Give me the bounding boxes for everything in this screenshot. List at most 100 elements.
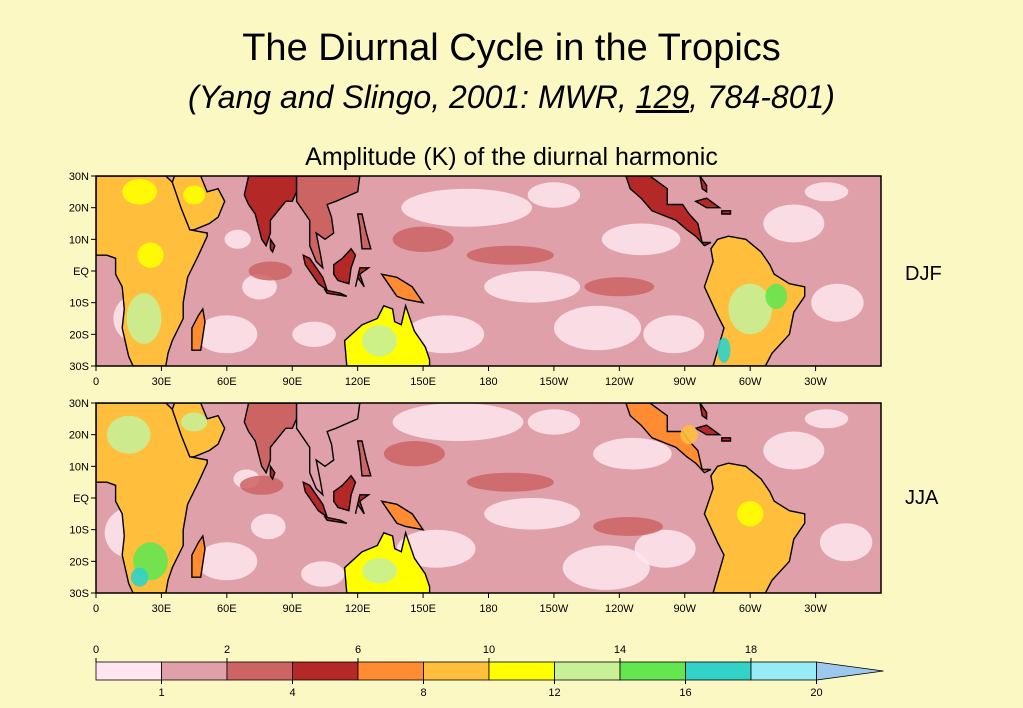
land-sulawesi: [354, 267, 371, 288]
lon-tick-label: 90W: [673, 376, 696, 388]
lat-tick-label: 10S: [69, 525, 89, 537]
amplitude-patch: [527, 182, 581, 208]
amplitude-patch: [601, 223, 681, 256]
colorbar-box: [95, 661, 162, 681]
colorbar-bottom-label: 16: [679, 687, 691, 699]
amplitude-hotspot: [137, 242, 164, 268]
lon-tick-label: 180: [479, 603, 497, 615]
amplitude-patch: [643, 315, 705, 354]
colorbar-box: [161, 661, 228, 681]
amplitude-hotspot: [362, 324, 397, 357]
lon-tick-label: 150E: [410, 376, 436, 388]
amplitude-patch: [804, 409, 849, 429]
lon-tick-label: 90E: [282, 376, 302, 388]
lon-tick-label: 150E: [410, 603, 436, 615]
amplitude-patch: [593, 437, 672, 470]
colorbar: 0 2 6 10 14 181 4 8 12 16 20: [93, 644, 884, 699]
land-srilanka: [269, 464, 276, 481]
lat-tick-label: 20N: [69, 203, 89, 215]
colorbar-top-label: 2: [224, 644, 230, 656]
citation: (Yang and Slingo, 2001: MWR, 129, 784-80…: [0, 77, 1023, 117]
panel-label-djf: DJF: [905, 263, 942, 285]
land-cuba: [693, 197, 722, 209]
lat-tick-label: EQ: [73, 493, 89, 505]
colorbar-box: [357, 661, 424, 681]
amplitude-hotspot: [765, 283, 788, 309]
land-centralamerica: [625, 176, 712, 247]
amplitude-hotspot: [150, 510, 173, 536]
colorbar-bottom-label: 8: [420, 687, 426, 699]
land-florida: [699, 176, 708, 194]
map-panel-djf: 30N 20N 10N EQ 10S 20S 30S 0 30E 60E 90E 120E 150E 18…: [69, 171, 882, 388]
land-srilanka: [269, 237, 276, 254]
citation-prefix: (Yang and Slingo, 2001: MWR,: [188, 79, 636, 115]
amplitude-hotspot: [680, 425, 698, 445]
amplitude-patch: [484, 498, 581, 530]
amplitude-patch: [763, 204, 825, 243]
land-indochina: [295, 403, 361, 497]
land-newguinea: [380, 273, 425, 304]
lon-tick-label: 30E: [152, 603, 172, 615]
panel-label-jja: JJA: [905, 487, 939, 509]
amplitude-hotspot: [130, 567, 149, 587]
amplitude-patch: [804, 182, 849, 202]
colorbar-top-label: 18: [745, 644, 757, 656]
lon-tick-label: 90W: [673, 603, 696, 615]
amplitude-patch: [292, 321, 336, 347]
colorbar-box: [554, 661, 621, 681]
lat-tick-label: 30S: [69, 361, 89, 373]
lon-tick-label: 60E: [217, 376, 237, 388]
land-philippines: [356, 440, 372, 477]
amplitude-patch: [224, 229, 251, 249]
amplitude-patch: [466, 472, 554, 492]
land-india: [243, 176, 298, 248]
lat-tick-label: 20S: [69, 556, 89, 568]
amplitude-patch: [301, 561, 345, 587]
colorbar-box: [226, 661, 293, 681]
amplitude-patch: [383, 441, 445, 467]
amplitude-hotspot: [183, 185, 206, 205]
amplitude-patch: [196, 542, 258, 581]
land-newguinea: [380, 500, 425, 531]
colorbar-bottom-label: 20: [810, 687, 822, 699]
land-borneo: [333, 474, 357, 512]
lat-tick-label: 30N: [69, 171, 89, 183]
lat-tick-label: 20S: [69, 329, 89, 341]
lat-tick-label: EQ: [73, 266, 89, 278]
lon-tick-label: 0: [93, 376, 99, 388]
amplitude-patch: [553, 305, 642, 351]
amplitude-hotspot: [181, 412, 208, 432]
citation-suffix: , 784-801): [689, 79, 835, 115]
amplitude-patch: [392, 403, 524, 441]
amplitude-patch: [401, 188, 533, 227]
colorbar-top-label: 0: [93, 644, 99, 656]
amplitude-patch: [250, 513, 286, 540]
lon-tick-label: 120W: [605, 376, 634, 388]
chart-subtitle: Amplitude (K) of the diurnal harmonic: [305, 143, 718, 171]
land-madagascar: [191, 534, 206, 578]
lat-tick-label: 30N: [69, 398, 89, 410]
land-borneo: [333, 247, 357, 285]
colorbar-box: [750, 661, 817, 681]
lat-tick-label: 10N: [69, 234, 89, 246]
citation-volume: 129: [635, 79, 690, 115]
land-madagascar: [191, 307, 206, 351]
amplitude-patch: [466, 245, 554, 265]
lon-tick-label: 120E: [345, 376, 371, 388]
colorbar-extend-arrow: [816, 661, 884, 681]
amplitude-patch: [763, 431, 825, 470]
land-florida: [699, 403, 708, 421]
lat-tick-label: 30S: [69, 588, 89, 600]
amplitude-patch: [593, 517, 663, 536]
lon-tick-label: 0: [93, 603, 99, 615]
slide-title: The Diurnal Cycle in the Tropics: [242, 27, 781, 69]
colorbar-top-label: 10: [483, 644, 495, 656]
colorbar-box: [423, 661, 490, 681]
amplitude-patch: [819, 523, 873, 562]
lon-tick-label: 30W: [804, 603, 827, 615]
amplitude-hotspot: [122, 179, 157, 205]
amplitude-patch: [584, 277, 655, 297]
lat-tick-label: 10S: [69, 298, 89, 310]
lon-tick-label: 30E: [152, 376, 172, 388]
